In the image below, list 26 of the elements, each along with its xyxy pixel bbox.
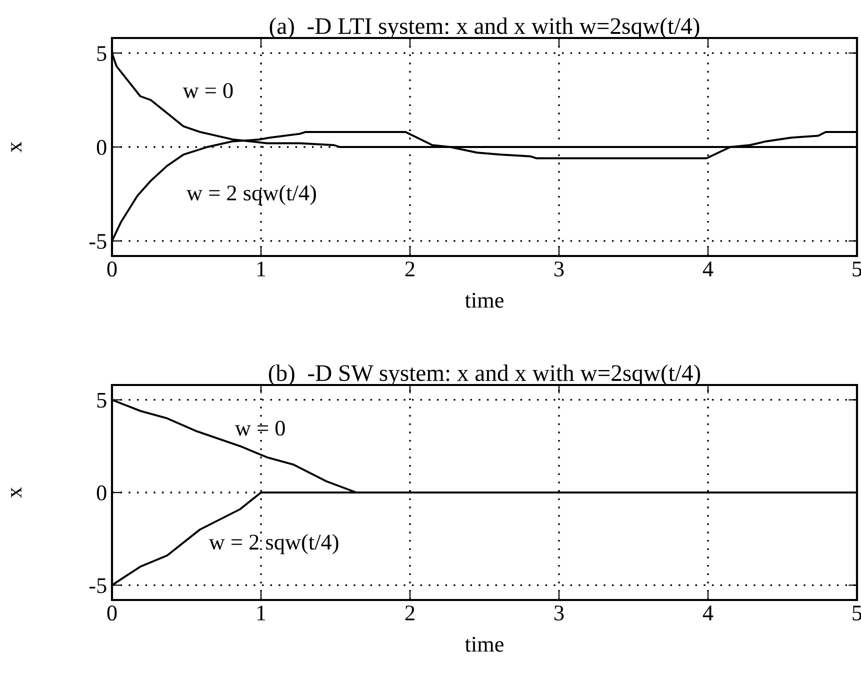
y-tick-label: 5 <box>97 392 106 408</box>
series-label: w = 0 <box>234 420 285 436</box>
y-tick-label: -5 <box>89 234 106 249</box>
y-tick-label: 5 <box>97 46 106 61</box>
x-tick-label: 4 <box>702 606 714 620</box>
series-label: w = 2 sqw(t/4) <box>208 534 338 554</box>
x-tick-label: 0 <box>107 262 117 276</box>
y-tick-label: 0 <box>96 485 106 500</box>
x-tick-label: 3 <box>554 262 564 276</box>
y-axis-title: x <box>11 487 22 498</box>
series-label: w = 2 sqw(t/4) <box>186 184 316 206</box>
x-tick-label: 0 <box>107 606 117 620</box>
series-label: w = 0 <box>182 83 233 98</box>
y-tick-label: 0 <box>96 140 106 155</box>
x-tick-label: 2 <box>405 606 414 620</box>
x-tick-label: 4 <box>702 262 714 276</box>
chart-title: (b) -D SW system: x and x with w=2sqw(t/4) <box>268 364 700 386</box>
x-tick-label: 3 <box>554 606 564 620</box>
y-tick-label: -5 <box>89 578 106 594</box>
chart-title: (a) -D LTI system: x and x with w=2sqw(t/4) <box>270 17 700 39</box>
y-axis-title: x <box>11 142 22 152</box>
x-tick-label: 1 <box>257 606 266 620</box>
x-tick-label: 2 <box>405 262 414 276</box>
x-axis-title: time <box>464 636 504 652</box>
x-axis-title: time <box>464 292 504 308</box>
x-tick-label: 1 <box>257 262 266 276</box>
